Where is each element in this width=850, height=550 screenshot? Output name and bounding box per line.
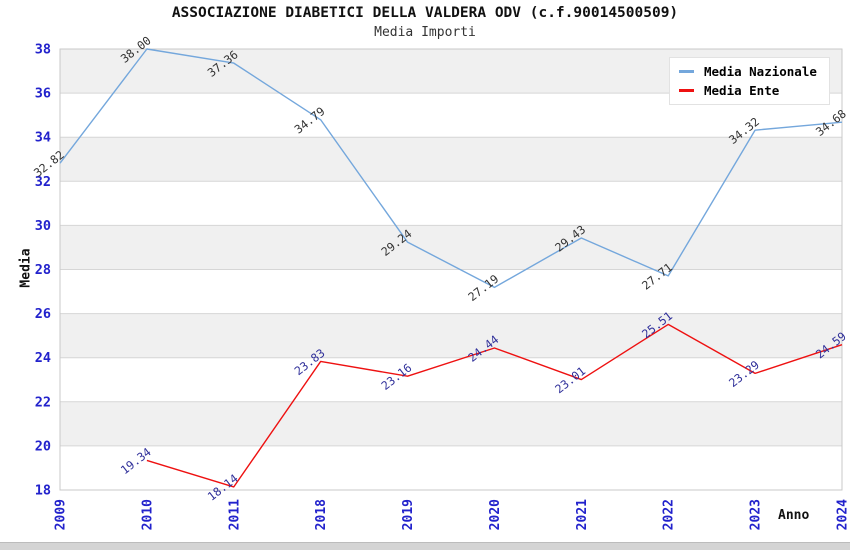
x-tick-label: 2020 — [488, 499, 503, 530]
x-tick-label: 2021 — [575, 499, 590, 530]
y-tick-label: 22 — [35, 394, 51, 410]
y-tick-label: 34 — [35, 130, 51, 146]
legend-swatch-blue-line-icon — [679, 70, 694, 73]
legend-item-media-ente: Media Ente — [679, 83, 817, 98]
y-axis-title: Media — [18, 248, 34, 288]
plot-band — [60, 137, 842, 182]
y-tick-label: 18 — [35, 483, 51, 499]
x-tick-label: 2019 — [401, 499, 416, 530]
x-tick-label: 2009 — [54, 499, 69, 530]
x-axis-title: Anno — [778, 508, 810, 523]
x-tick-label: 2024 — [836, 499, 850, 530]
y-tick-label: 30 — [35, 218, 51, 234]
bottom-edge-bar — [0, 542, 850, 550]
series-line-media-nazionale — [59, 48, 843, 289]
x-tick-label: 2010 — [140, 499, 155, 530]
legend-swatch-red-line-icon — [679, 89, 694, 92]
y-tick-label: 28 — [35, 262, 51, 278]
value-label-media-ente: 23.01 — [552, 364, 588, 396]
y-tick-label: 38 — [35, 42, 51, 58]
chart-title: ASSOCIAZIONE DIABETICI DELLA VALDERA ODV… — [171, 5, 679, 21]
plot-band — [60, 313, 842, 358]
legend-item-media-nazionale: Media Nazionale — [679, 64, 817, 79]
value-label-media-ente: 23.29 — [726, 358, 762, 390]
legend: Media Nazionale Media Ente — [669, 57, 830, 105]
x-tick-label: 2023 — [749, 499, 764, 530]
x-tick-label: 2022 — [662, 499, 677, 530]
series-line-media-ente — [146, 323, 843, 488]
y-tick-label: 32 — [35, 174, 51, 190]
x-tick-label: 2018 — [314, 499, 329, 530]
y-tick-label: 26 — [35, 306, 51, 322]
plot-band — [60, 401, 842, 446]
value-label-media-nazionale: 27.19 — [465, 272, 501, 304]
chart-subtitle: Media Importi — [374, 25, 476, 40]
value-label-media-ente: 18.14 — [205, 471, 241, 503]
legend-label: Media Ente — [704, 83, 780, 98]
value-label-media-ente: 23.16 — [378, 361, 414, 393]
plot-band — [60, 225, 842, 270]
legend-label: Media Nazionale — [704, 64, 817, 79]
x-tick-label: 2011 — [227, 499, 242, 530]
y-tick-label: 24 — [35, 350, 51, 366]
y-tick-label: 20 — [35, 438, 51, 454]
value-label-media-nazionale: 34.68 — [813, 106, 849, 138]
value-label-media-nazionale: 34.79 — [292, 104, 328, 136]
plot-border — [59, 48, 843, 491]
y-tick-label: 36 — [35, 86, 51, 102]
